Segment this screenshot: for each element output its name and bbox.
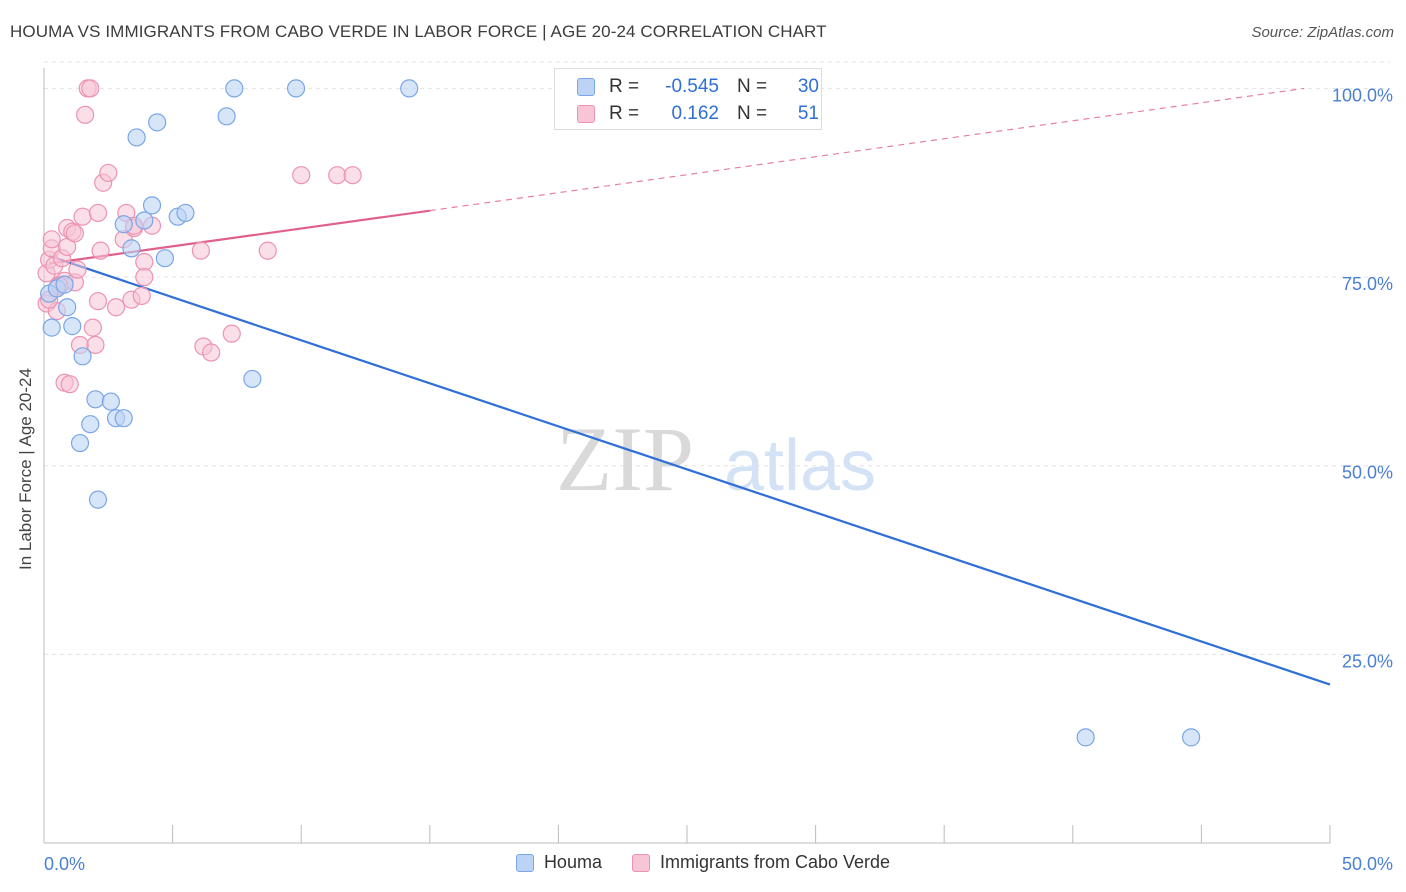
y-tick-label: 100.0% [1332, 85, 1393, 105]
cabo-swatch [577, 105, 595, 123]
points-houma [40, 79, 1201, 747]
n-value: 30 [797, 76, 819, 97]
data-point-houma [86, 390, 105, 409]
n-label: N = [737, 103, 768, 124]
houma-swatch [515, 853, 534, 872]
stats-box: R = -0.545 N = 30 R = 0.162 N = 51 [554, 68, 822, 130]
data-point-houma [155, 249, 174, 268]
data-point-houma [101, 392, 120, 411]
data-point-houma [286, 79, 306, 98]
x-tick-label: 50.0% [1342, 854, 1393, 874]
data-point-cabo-verde [88, 292, 108, 311]
data-point-cabo-verde [328, 166, 347, 185]
data-point-houma [176, 203, 195, 223]
data-point-houma [42, 318, 61, 337]
r-label: R = [609, 76, 640, 97]
watermark-atlas: atlas [724, 426, 876, 506]
data-point-cabo-verde [135, 252, 154, 272]
data-point-houma [1182, 728, 1201, 747]
data-point-houma [88, 490, 108, 509]
data-point-cabo-verde [42, 230, 61, 249]
data-point-cabo-verde [88, 203, 108, 223]
data-point-cabo-verde [343, 166, 362, 185]
data-point-houma [148, 113, 167, 132]
r-value: -0.545 [665, 76, 719, 97]
data-point-cabo-verde [106, 298, 126, 317]
data-point-cabo-verde [65, 224, 84, 243]
data-point-houma [127, 128, 146, 147]
stats-row-houma: R = -0.545 N = 30 [577, 75, 819, 99]
data-point-cabo-verde [86, 335, 105, 355]
data-point-cabo-verde [191, 241, 210, 260]
r-label: R = [609, 103, 640, 124]
houma-swatch [577, 78, 595, 96]
y-tick-label: 25.0% [1342, 651, 1393, 671]
data-point-houma [142, 196, 162, 215]
data-point-houma [58, 298, 77, 317]
legend: Houma Immigrants from Cabo Verde [0, 852, 1406, 873]
data-point-houma [55, 275, 74, 294]
data-point-cabo-verde [68, 260, 87, 279]
data-point-houma [1076, 728, 1095, 747]
data-point-houma [400, 79, 419, 98]
data-point-houma [63, 317, 82, 336]
legend-label-houma: Houma [543, 852, 602, 872]
n-value: 51 [797, 103, 819, 124]
axes [43, 68, 1331, 844]
data-point-houma [73, 347, 92, 366]
data-point-cabo-verde [258, 241, 277, 260]
trend-lines [48, 87, 1331, 686]
y-tick-label: 50.0% [1342, 463, 1393, 483]
data-point-cabo-verde [132, 286, 151, 306]
watermark-zip: ZIP [556, 408, 694, 510]
tick-labels: 25.0% 50.0% 75.0% 100.0% 0.0% 50.0% [44, 85, 1393, 874]
data-point-cabo-verde [222, 324, 241, 343]
y-tick-label: 75.0% [1342, 274, 1393, 294]
points-cabo [37, 79, 362, 394]
data-point-houma [135, 211, 154, 230]
cabo-swatch [631, 853, 650, 872]
data-point-houma [225, 79, 244, 98]
data-point-houma [243, 369, 262, 389]
x-tick-label: 0.0% [44, 854, 85, 874]
data-point-cabo-verde [135, 267, 154, 287]
y-axis-label: In Labor Force | Age 20-24 [16, 368, 35, 570]
source-label: Source: ZipAtlas.com [1251, 24, 1394, 41]
stats-row-cabo: R = 0.162 N = 51 [577, 102, 819, 126]
data-point-cabo-verde [202, 343, 221, 362]
data-point-houma [114, 215, 133, 234]
trend-line-cabo-verde [48, 209, 430, 265]
data-point-cabo-verde [83, 318, 102, 337]
trend-line-houma [48, 254, 1331, 686]
data-point-cabo-verde [99, 163, 118, 183]
data-point-cabo-verde [292, 166, 311, 185]
watermark: ZIP atlas [556, 408, 876, 510]
data-point-houma [70, 433, 90, 453]
data-point-cabo-verde [91, 241, 110, 260]
data-point-cabo-verde [73, 207, 92, 226]
data-point-cabo-verde [81, 79, 100, 98]
legend-label-cabo-verde: Immigrants from Cabo Verde [659, 852, 891, 872]
legend-item-cabo-verde[interactable]: Immigrants from Cabo Verde [631, 852, 891, 873]
data-point-houma [81, 415, 100, 434]
data-point-houma [217, 107, 236, 126]
chart-title: HOUMA VS IMMIGRANTS FROM CABO VERDE IN L… [10, 22, 827, 41]
gridlines [44, 61, 1390, 655]
trend-line-cabo-verde-extension [429, 87, 1305, 212]
data-point-cabo-verde [76, 105, 95, 124]
data-point-houma [122, 239, 141, 258]
data-point-cabo-verde [60, 375, 79, 394]
r-value: 0.162 [671, 103, 719, 124]
data-point-houma [114, 409, 133, 428]
legend-item-houma[interactable]: Houma [515, 852, 602, 873]
n-label: N = [737, 76, 768, 97]
